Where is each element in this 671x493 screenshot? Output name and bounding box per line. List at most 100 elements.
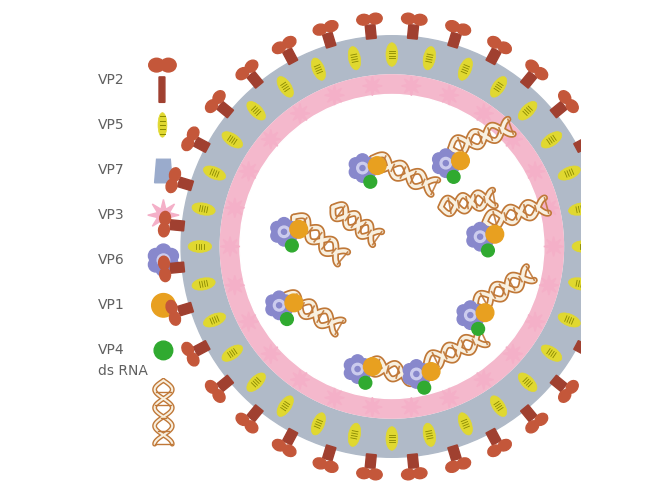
- Polygon shape: [574, 341, 590, 356]
- Circle shape: [152, 293, 175, 317]
- Text: VP3: VP3: [98, 208, 124, 222]
- Polygon shape: [261, 344, 280, 363]
- Polygon shape: [170, 262, 185, 273]
- Ellipse shape: [160, 268, 170, 282]
- Ellipse shape: [535, 68, 548, 80]
- Circle shape: [411, 368, 422, 380]
- Polygon shape: [544, 237, 564, 256]
- Ellipse shape: [357, 468, 370, 479]
- Ellipse shape: [498, 42, 511, 54]
- Polygon shape: [448, 445, 461, 461]
- Ellipse shape: [203, 313, 225, 327]
- Circle shape: [360, 166, 365, 171]
- Circle shape: [220, 75, 564, 418]
- Ellipse shape: [247, 102, 266, 120]
- Ellipse shape: [272, 42, 286, 54]
- Ellipse shape: [236, 413, 249, 425]
- Ellipse shape: [160, 211, 170, 225]
- Ellipse shape: [182, 138, 193, 150]
- Polygon shape: [448, 32, 461, 48]
- Polygon shape: [177, 302, 193, 316]
- Text: VP1: VP1: [98, 298, 125, 313]
- Circle shape: [266, 295, 278, 308]
- Ellipse shape: [213, 91, 225, 104]
- Ellipse shape: [203, 166, 225, 180]
- Ellipse shape: [585, 127, 597, 140]
- Ellipse shape: [158, 256, 169, 270]
- Polygon shape: [325, 85, 344, 105]
- Ellipse shape: [158, 223, 169, 237]
- Ellipse shape: [170, 312, 180, 325]
- Circle shape: [417, 372, 429, 384]
- Ellipse shape: [311, 58, 325, 80]
- Circle shape: [351, 355, 364, 368]
- Circle shape: [364, 358, 381, 376]
- Ellipse shape: [607, 300, 618, 314]
- Circle shape: [368, 157, 386, 175]
- Ellipse shape: [558, 166, 580, 180]
- Circle shape: [350, 158, 362, 171]
- Polygon shape: [590, 177, 607, 191]
- Polygon shape: [247, 71, 263, 88]
- Ellipse shape: [272, 439, 286, 451]
- Circle shape: [156, 244, 171, 259]
- Polygon shape: [261, 130, 280, 149]
- Ellipse shape: [566, 381, 578, 393]
- Circle shape: [363, 158, 376, 171]
- Ellipse shape: [413, 468, 427, 479]
- Circle shape: [410, 360, 423, 373]
- Circle shape: [271, 229, 284, 242]
- Polygon shape: [474, 370, 494, 389]
- Ellipse shape: [457, 24, 470, 35]
- Circle shape: [476, 304, 494, 321]
- Circle shape: [350, 166, 362, 178]
- Polygon shape: [217, 102, 234, 118]
- Polygon shape: [407, 25, 419, 39]
- Circle shape: [154, 341, 172, 360]
- Circle shape: [351, 371, 364, 383]
- Circle shape: [181, 35, 603, 458]
- Circle shape: [272, 291, 285, 304]
- Circle shape: [164, 248, 178, 263]
- Circle shape: [467, 234, 480, 247]
- Polygon shape: [503, 130, 523, 149]
- Polygon shape: [325, 388, 344, 408]
- Ellipse shape: [325, 461, 338, 472]
- Polygon shape: [290, 104, 310, 123]
- Ellipse shape: [282, 445, 296, 457]
- Polygon shape: [599, 262, 614, 273]
- Circle shape: [452, 152, 469, 170]
- Ellipse shape: [166, 300, 177, 314]
- Polygon shape: [148, 200, 179, 231]
- Ellipse shape: [213, 389, 225, 402]
- Circle shape: [482, 244, 495, 257]
- Polygon shape: [550, 375, 567, 391]
- Ellipse shape: [423, 423, 435, 446]
- Circle shape: [464, 310, 476, 321]
- Ellipse shape: [158, 113, 167, 137]
- Ellipse shape: [368, 13, 382, 24]
- Polygon shape: [290, 370, 310, 389]
- Polygon shape: [503, 344, 523, 363]
- Polygon shape: [323, 445, 336, 461]
- Circle shape: [281, 229, 287, 234]
- Circle shape: [464, 317, 476, 329]
- Circle shape: [290, 220, 307, 238]
- Ellipse shape: [313, 458, 327, 469]
- Polygon shape: [365, 454, 376, 468]
- Circle shape: [471, 305, 484, 317]
- Polygon shape: [599, 220, 614, 231]
- Ellipse shape: [245, 421, 258, 433]
- Polygon shape: [590, 302, 607, 316]
- Circle shape: [418, 381, 431, 394]
- Ellipse shape: [368, 469, 382, 480]
- Ellipse shape: [559, 91, 571, 104]
- Circle shape: [364, 176, 376, 188]
- Polygon shape: [521, 405, 537, 422]
- Ellipse shape: [568, 278, 592, 290]
- Ellipse shape: [205, 100, 217, 112]
- Polygon shape: [440, 388, 459, 408]
- Circle shape: [448, 171, 460, 183]
- Ellipse shape: [458, 58, 472, 80]
- Ellipse shape: [401, 13, 415, 24]
